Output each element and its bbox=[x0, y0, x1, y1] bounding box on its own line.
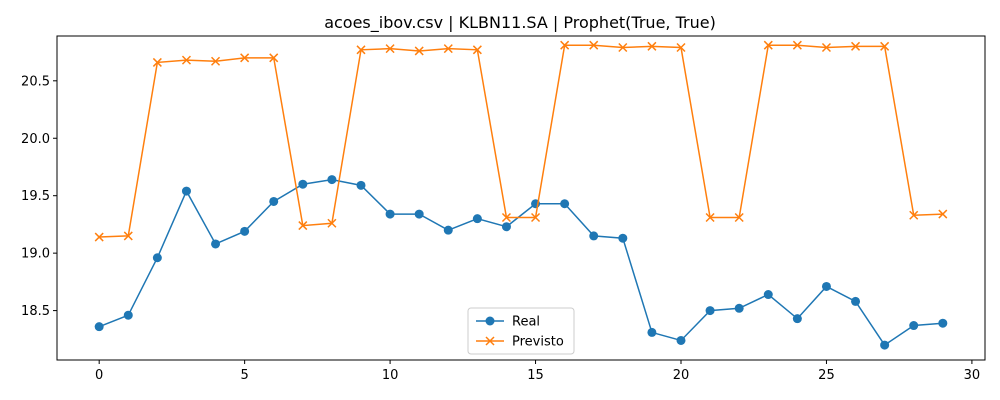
data-point-previsto bbox=[560, 40, 570, 50]
data-point-real bbox=[472, 214, 482, 224]
data-point-previsto bbox=[647, 41, 657, 51]
data-point-real bbox=[123, 310, 133, 320]
data-point-previsto bbox=[181, 55, 191, 65]
x-tick-label: 25 bbox=[818, 368, 835, 383]
series-line-real bbox=[98, 178, 943, 347]
data-point-real bbox=[298, 179, 308, 189]
data-point-real bbox=[181, 186, 191, 196]
data-point-real bbox=[647, 327, 657, 337]
data-point-previsto bbox=[851, 41, 861, 51]
data-point-previsto bbox=[909, 210, 919, 220]
data-point-previsto bbox=[94, 232, 104, 242]
chart-title: acoes_ibov.csv | KLBN11.SA | Prophet(Tru… bbox=[324, 13, 716, 33]
data-point-previsto bbox=[618, 42, 628, 53]
data-point-real bbox=[851, 296, 861, 306]
y-tick-label: 20.5 bbox=[21, 74, 50, 89]
data-point-previsto bbox=[734, 213, 744, 223]
data-point-real bbox=[501, 222, 511, 232]
data-point-previsto bbox=[356, 45, 366, 55]
data-point-real bbox=[676, 335, 686, 345]
legend-label-previsto: Previsto bbox=[512, 335, 564, 350]
data-point-previsto bbox=[705, 213, 715, 223]
legend-box bbox=[467, 307, 575, 355]
x-tick-label: 0 bbox=[95, 368, 103, 383]
y-tick-label: 19.0 bbox=[21, 247, 50, 262]
y-tick-label: 20.0 bbox=[21, 132, 50, 147]
x-tick-label: 10 bbox=[382, 368, 399, 383]
data-point-real bbox=[327, 175, 337, 185]
x-tick-label: 20 bbox=[673, 368, 690, 383]
y-tick-label: 19.5 bbox=[21, 189, 50, 204]
legend: Real Previsto bbox=[467, 307, 575, 355]
x-tick-label: 15 bbox=[527, 368, 544, 383]
x-tick-label: 5 bbox=[240, 368, 248, 383]
data-point-real bbox=[705, 306, 715, 316]
legend-marker-real bbox=[485, 316, 495, 326]
data-point-previsto bbox=[327, 218, 337, 228]
data-point-previsto bbox=[472, 45, 482, 55]
data-point-real bbox=[414, 209, 424, 219]
data-point-previsto bbox=[763, 40, 773, 50]
data-point-previsto bbox=[240, 53, 250, 63]
data-point-previsto bbox=[443, 44, 453, 54]
x-axis: 0 5 10 15 20 25 30 bbox=[95, 360, 980, 383]
data-point-previsto bbox=[385, 44, 395, 54]
data-point-previsto bbox=[501, 213, 511, 223]
data-point-previsto bbox=[211, 56, 221, 66]
data-point-previsto bbox=[414, 46, 424, 56]
data-point-real bbox=[240, 226, 250, 236]
data-point-previsto bbox=[269, 53, 279, 63]
y-axis: 18.5 19.0 19.5 20.0 20.5 bbox=[21, 74, 57, 319]
data-point-previsto bbox=[589, 40, 599, 50]
data-point-previsto bbox=[123, 231, 133, 241]
data-point-previsto bbox=[880, 41, 890, 51]
data-point-real bbox=[734, 303, 744, 313]
data-point-real bbox=[909, 321, 919, 331]
data-point-previsto bbox=[298, 221, 308, 231]
data-point-previsto bbox=[792, 40, 802, 50]
data-point-previsto bbox=[531, 213, 541, 223]
data-point-real bbox=[821, 281, 831, 291]
data-point-real bbox=[618, 233, 628, 243]
x-tick-label: 30 bbox=[964, 368, 981, 383]
data-point-previsto bbox=[676, 42, 686, 53]
series-line-previsto bbox=[99, 44, 943, 238]
data-point-real bbox=[589, 231, 599, 241]
legend-marker-previsto bbox=[485, 336, 495, 346]
data-point-real bbox=[880, 340, 890, 350]
legend-label-real: Real bbox=[512, 315, 540, 330]
data-point-real bbox=[763, 290, 773, 300]
data-point-real bbox=[152, 253, 162, 263]
data-point-real bbox=[560, 199, 570, 209]
plot-area bbox=[94, 40, 948, 350]
data-point-real bbox=[792, 314, 802, 324]
data-point-real bbox=[385, 209, 395, 219]
data-point-previsto bbox=[152, 57, 162, 67]
y-tick-label: 18.5 bbox=[21, 304, 50, 319]
data-point-real bbox=[269, 196, 279, 206]
data-point-real bbox=[938, 318, 948, 328]
data-point-previsto bbox=[821, 42, 831, 53]
data-point-previsto bbox=[938, 209, 948, 219]
data-point-real bbox=[443, 225, 453, 235]
data-point-real bbox=[94, 322, 104, 332]
axes-frame bbox=[56, 35, 986, 361]
data-point-real bbox=[356, 180, 366, 190]
data-point-real bbox=[211, 239, 221, 249]
